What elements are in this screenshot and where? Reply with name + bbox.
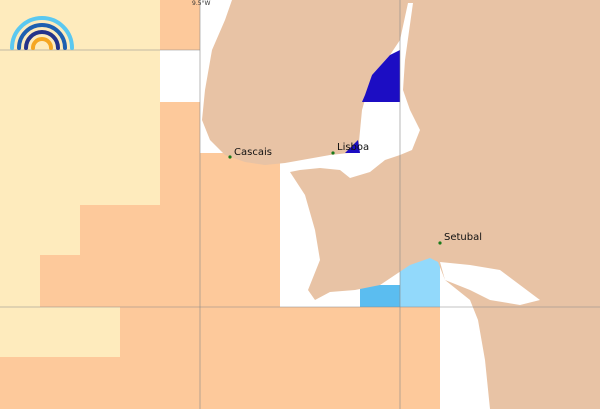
grid-label: 9.5°W (192, 0, 211, 7)
place-dot (331, 151, 335, 155)
place-label: Setubal (444, 232, 482, 243)
cell (0, 0, 160, 205)
cell (160, 0, 200, 50)
cell (160, 102, 200, 153)
cell (362, 50, 400, 102)
cell (0, 205, 80, 255)
cell (0, 307, 120, 357)
cell (0, 255, 40, 307)
place-dot (438, 241, 442, 245)
place-label: Lisboa (337, 142, 369, 153)
cell (360, 285, 400, 307)
place-label: Cascais (234, 147, 272, 158)
logo (10, 16, 74, 50)
place-dot (228, 155, 232, 159)
cells (0, 0, 440, 409)
cell (345, 140, 360, 153)
cell (80, 205, 280, 307)
cell (40, 255, 100, 307)
